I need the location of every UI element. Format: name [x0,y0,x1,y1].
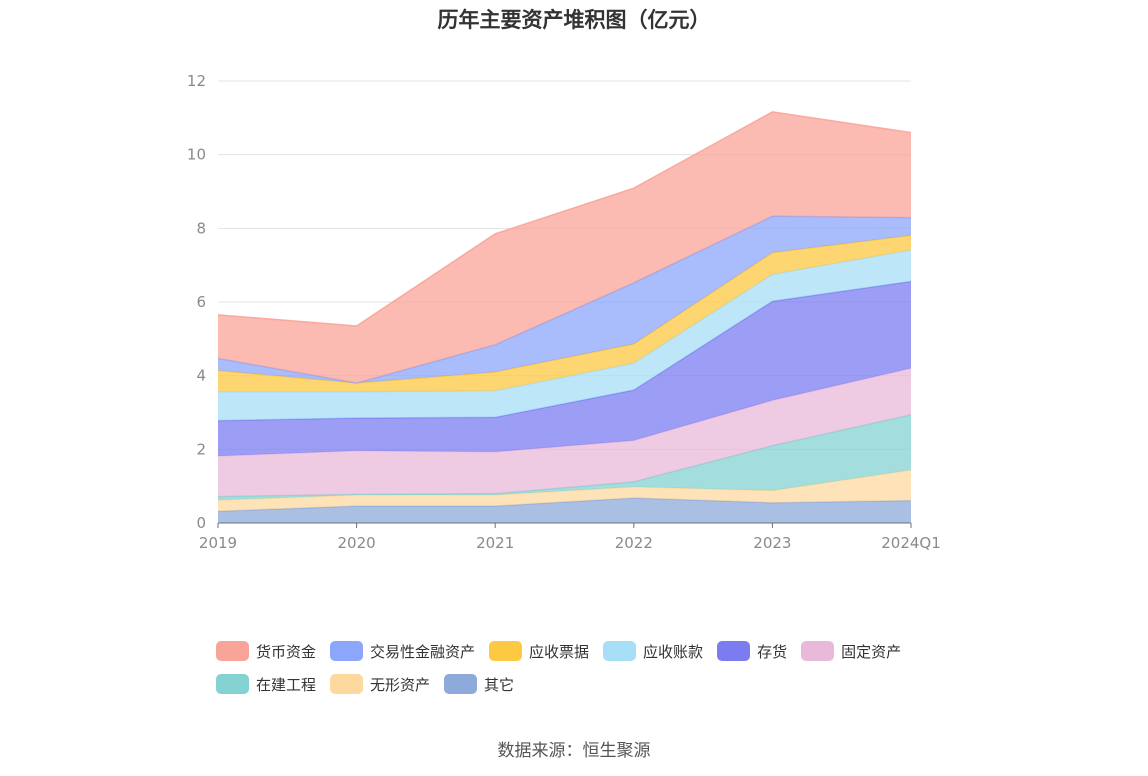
y-tick-label: 0 [196,514,206,532]
data-source-note: 数据来源：恒生聚源 [497,741,651,761]
legend-label: 货币资金 [256,642,317,661]
y-tick-label: 4 [196,367,206,385]
legend-swatch [330,641,364,661]
area-无形资产 [218,469,911,512]
legend-label: 固定资产 [841,642,902,661]
area-货币资金 [218,111,911,384]
area-交易性金融资产 [218,216,911,384]
legend-row: 货币资金 交易性金融资产 应收票据 应收账款 存货 固定资产 [216,640,976,662]
area-edge-在建工程 [217,413,912,498]
y-tick-label: 12 [187,72,206,90]
chart-title: 历年主要资产堆积图（亿元） [437,8,711,32]
legend-label: 应收票据 [529,642,590,661]
legend-swatch [801,641,835,661]
legend-item[interactable]: 应收票据 [489,641,589,662]
axes: 0 2 4 6 8 10 12 2019 2020 2021 2022 2023 2024Q1 [187,72,941,552]
x-tick-label: 2022 [615,534,653,552]
legend: 货币资金 交易性金融资产 应收票据 应收账款 存货 固定资产 在建工程 无形资产 其它 [216,640,976,706]
y-tick-label: 2 [196,440,206,458]
legend-label: 存货 [757,642,788,661]
legend-item[interactable]: 应收账款 [603,641,703,662]
area-series [217,111,912,523]
legend-swatch [603,641,637,661]
legend-row: 在建工程 无形资产 其它 [216,673,976,695]
stacked-area-chart: 0 2 4 6 8 10 12 2019 2020 2021 2022 2023 2024Q1 [187,72,941,552]
legend-item[interactable]: 无形资产 [330,674,430,695]
legend-swatch [489,641,523,661]
x-tick-label: 2023 [753,534,791,552]
legend-item[interactable]: 固定资产 [801,641,901,662]
x-tick-label: 2021 [476,534,514,552]
x-tick-label: 2024Q1 [881,534,941,552]
legend-label: 其它 [484,675,515,694]
legend-swatch [216,641,249,661]
legend-item[interactable]: 存货 [717,641,787,662]
y-tick-label: 10 [187,146,206,164]
x-tick-label: 2020 [338,534,376,552]
legend-item[interactable]: 交易性金融资产 [330,641,475,662]
legend-label: 交易性金融资产 [370,642,476,661]
area-应收票据 [218,235,911,392]
area-edge-货币资金 [217,111,912,327]
area-在建工程 [218,414,911,501]
area-其它 [218,497,911,523]
area-存货 [218,281,911,456]
area-应收账款 [218,250,911,421]
legend-label: 在建工程 [256,675,317,694]
legend-label: 无形资产 [370,675,431,694]
x-tick-label: 2019 [199,534,237,552]
legend-swatch [330,674,364,694]
legend-item[interactable]: 在建工程 [216,674,316,695]
legend-swatch [717,641,751,661]
legend-swatch [444,674,478,694]
legend-item[interactable]: 其它 [444,674,514,695]
area-edge-固定资产 [217,367,912,457]
y-tick-label: 8 [196,219,206,237]
area-固定资产 [218,368,911,497]
legend-swatch [216,674,249,694]
legend-label: 应收账款 [643,642,704,661]
legend-item[interactable]: 货币资金 [216,641,316,662]
y-tick-label: 6 [196,293,206,311]
